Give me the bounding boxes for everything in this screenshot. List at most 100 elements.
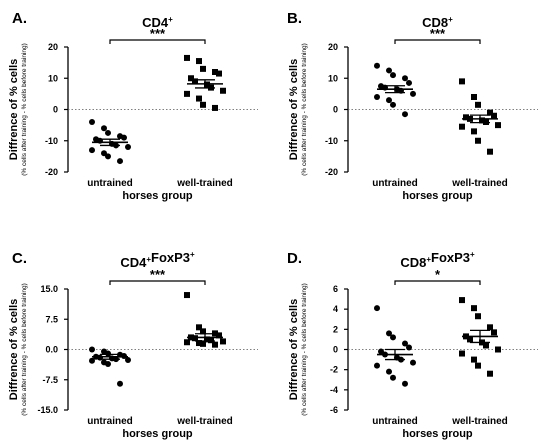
group-well-trained [184, 292, 226, 348]
data-point [483, 342, 489, 349]
significance-label: *** [150, 267, 166, 282]
data-point [200, 328, 206, 335]
data-point [216, 70, 222, 77]
significance-label: * [435, 267, 441, 282]
y-axis-label: Diffrence of % cells [8, 59, 20, 160]
data-point [402, 75, 408, 82]
data-point [184, 90, 190, 97]
category-label: well-trained [176, 178, 233, 189]
y-axis-sublabel: (% cells after training - % cells before… [301, 283, 308, 416]
data-point [374, 94, 380, 100]
y-tick-label: 20 [328, 42, 338, 52]
data-point [374, 305, 380, 312]
panel-letter: D. [287, 250, 302, 267]
data-point [220, 87, 226, 94]
y-axis-label: Diffrence of % cells [288, 59, 300, 160]
data-point [105, 153, 111, 160]
significance-label: *** [150, 26, 166, 41]
panel-title: CD8+FoxP3+ [400, 250, 475, 270]
panel-3: C. CD4+FoxP3+***-15.0-7.50.07.515.0Diffre… [8, 250, 258, 440]
data-point [121, 134, 127, 141]
significance-label: *** [430, 26, 446, 41]
data-point [402, 340, 408, 347]
y-axis-sublabel: (% cells after training - % cells before… [21, 283, 28, 416]
y-tick-label: 20 [48, 42, 58, 52]
data-point [386, 368, 392, 375]
data-point [390, 374, 396, 381]
data-point [402, 380, 408, 387]
group-well-trained [459, 297, 501, 377]
y-tick-label: 10 [328, 73, 338, 83]
data-point [406, 344, 412, 351]
x-axis-label: horses group [122, 190, 193, 202]
group-untrained [374, 305, 416, 387]
title-superscript: + [190, 250, 195, 259]
data-point [184, 54, 190, 61]
significance-bracket [109, 280, 206, 285]
category-label: untrained [87, 178, 133, 189]
data-point [386, 97, 392, 104]
data-point [125, 356, 131, 363]
data-point [208, 337, 214, 344]
data-point [89, 357, 95, 364]
category-label: untrained [87, 416, 133, 427]
data-point [196, 58, 202, 65]
y-tick-label: 0.0 [45, 345, 58, 355]
data-point [200, 65, 206, 72]
data-point [491, 329, 497, 336]
data-point [402, 111, 408, 118]
group-untrained [89, 119, 131, 165]
data-point [475, 362, 481, 369]
data-point [192, 78, 198, 85]
data-point [105, 361, 111, 368]
category-label: well-trained [176, 416, 233, 427]
data-point [196, 324, 202, 331]
data-point [374, 62, 380, 69]
x-axis-label: horses group [122, 428, 193, 440]
data-point [467, 336, 473, 343]
y-axis-sublabel: (% cells after training - % cells before… [301, 43, 308, 176]
data-point [487, 370, 493, 377]
data-point [101, 125, 107, 132]
data-point [459, 123, 465, 130]
y-tick-label: -4 [330, 385, 338, 395]
data-point [475, 101, 481, 108]
group-untrained [374, 62, 416, 118]
data-point [471, 305, 477, 312]
panel-title: CD4+FoxP3+ [120, 250, 195, 270]
y-tick-label: -6 [330, 405, 338, 415]
data-point [212, 69, 218, 75]
data-point [459, 78, 465, 85]
data-point [196, 340, 202, 347]
y-tick-label: 6 [333, 284, 338, 294]
data-point [475, 313, 481, 320]
data-point [212, 104, 218, 111]
y-tick-label: 15.0 [40, 284, 58, 294]
y-axis-sublabel: (% cells after training - % cells before… [21, 43, 28, 176]
y-tick-label: 0 [333, 105, 338, 115]
y-tick-label: -10 [45, 136, 58, 146]
y-tick-label: 2 [333, 324, 338, 334]
data-point [105, 129, 111, 136]
data-point [89, 147, 95, 154]
title-superscript: + [168, 15, 173, 24]
panel-title: CD8+ [422, 15, 453, 30]
data-point [487, 109, 493, 116]
y-tick-label: -20 [45, 167, 58, 177]
data-point [390, 101, 396, 108]
data-point [125, 144, 131, 150]
significance-bracket [109, 39, 206, 44]
data-point [188, 75, 194, 82]
data-point [390, 334, 396, 341]
data-point [200, 101, 206, 108]
y-tick-label: 0 [53, 105, 58, 115]
data-point [212, 341, 218, 348]
data-point [386, 67, 392, 74]
panel-letter: B. [287, 10, 302, 27]
panel-letter: C. [12, 250, 27, 267]
data-point [495, 346, 501, 353]
data-point [196, 95, 202, 102]
title-main: CD8 [422, 15, 448, 30]
title-superscript: + [470, 250, 475, 259]
